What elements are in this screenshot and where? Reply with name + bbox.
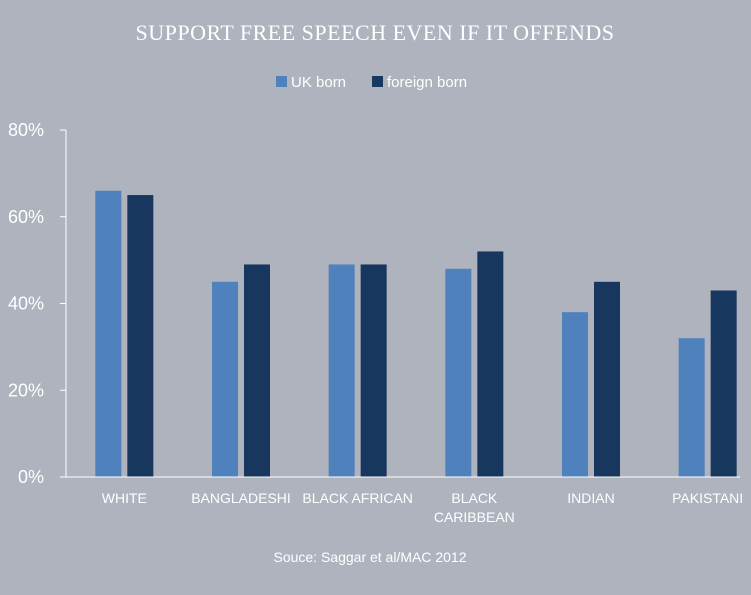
y-tick-label: 20% — [8, 380, 44, 400]
bar-foreign-born — [244, 264, 270, 477]
y-tick-label: 40% — [8, 294, 44, 314]
x-tick-label: BLACK AFRICAN — [302, 490, 412, 506]
x-tick-label: PAKISTANI — [672, 490, 743, 506]
x-tick-label: WHITE — [102, 490, 147, 506]
legend-swatch-foreign-born — [372, 76, 383, 87]
bar-foreign-born — [127, 195, 154, 477]
bar-uk-born — [95, 190, 122, 477]
x-axis: WHITE BANGLADESHI BLACK AFRICAN BLACK CARIBB… — [66, 476, 743, 525]
bar-uk-born — [328, 264, 355, 477]
x-tick-label: BANGLADESHI — [191, 490, 291, 506]
bar-uk-born — [445, 268, 472, 477]
x-tick-label: CARIBBEAN — [434, 509, 515, 525]
bar-uk-born — [562, 312, 588, 477]
bar-uk-born — [212, 281, 238, 477]
bar-foreign-born — [710, 290, 737, 477]
bar-foreign-born — [477, 251, 504, 477]
x-tick-label: INDIAN — [567, 490, 614, 506]
source-note: Souce: Saggar et al/MAC 2012 — [273, 549, 466, 565]
y-tick-label: 0% — [18, 467, 44, 487]
bar-uk-born — [678, 338, 705, 477]
x-tick-label: BLACK — [451, 490, 498, 506]
bars — [95, 190, 737, 477]
legend: UK born foreign born — [276, 74, 467, 91]
y-tick-label: 80% — [8, 120, 44, 140]
chart-title: SUPPORT FREE SPEECH EVEN IF IT OFFENDS — [136, 20, 615, 45]
legend-swatch-uk-born — [276, 76, 287, 87]
y-axis: 0% 20% 40% 60% 80% — [8, 120, 67, 487]
legend-label-foreign-born: foreign born — [387, 74, 467, 91]
y-tick-label: 60% — [8, 207, 44, 227]
bar-foreign-born — [594, 281, 620, 477]
bar-foreign-born — [360, 264, 387, 477]
legend-label-uk-born: UK born — [291, 74, 346, 91]
